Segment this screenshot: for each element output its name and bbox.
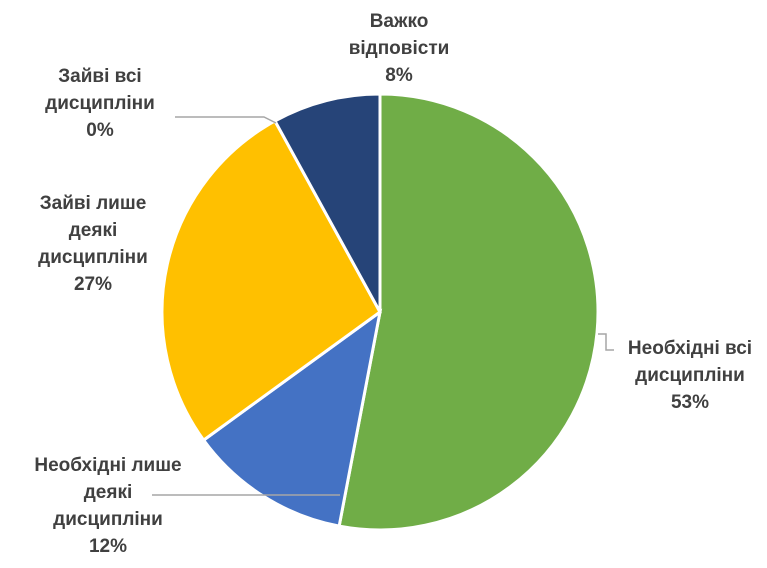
pie-slice-1	[337, 92, 600, 532]
data-label-5: Важко відповісти 8%	[349, 11, 450, 86]
data-label-4: Зайві всі дисципліни 0%	[45, 66, 155, 141]
pie-slices	[160, 92, 600, 532]
data-label-category: деякі	[69, 220, 118, 241]
data-label-category: Необхідні лише	[34, 455, 181, 476]
data-label-2: Необхідні лише деякі дисципліни 12%	[34, 455, 181, 557]
data-label-value: 12%	[89, 536, 127, 557]
pie-slice-3	[160, 118, 382, 443]
data-label-category: деякі	[84, 482, 133, 503]
leader-line-4	[175, 116, 277, 124]
data-label-category: дисципліни	[45, 93, 155, 114]
data-label-category: дисципліни	[53, 509, 163, 530]
pie-slice-5	[272, 92, 382, 313]
data-label-category: Зайві лише	[40, 193, 147, 214]
data-labels: Необхідні всі дисципліни 53% Необхідні лише…	[34, 11, 752, 557]
data-label-value: 8%	[385, 65, 413, 86]
leader-line-1	[598, 333, 614, 351]
data-label-value: 0%	[86, 120, 114, 141]
data-label-category: Необхідні всі	[628, 338, 752, 359]
data-label-3: Зайві лише деякі дисципліни 27%	[38, 193, 148, 295]
data-label-category: дисципліни	[38, 247, 148, 268]
data-label-category: відповісти	[349, 38, 450, 59]
data-label-category: Зайві всі	[58, 66, 141, 87]
data-label-category: Важко	[370, 11, 429, 32]
leader-lines	[152, 116, 614, 496]
data-label-value: 27%	[74, 274, 112, 295]
data-label-1: Необхідні всі дисципліни 53%	[628, 338, 752, 413]
pie-slice-2	[201, 308, 383, 528]
data-label-value: 53%	[671, 392, 709, 413]
data-label-category: дисципліни	[635, 365, 745, 386]
